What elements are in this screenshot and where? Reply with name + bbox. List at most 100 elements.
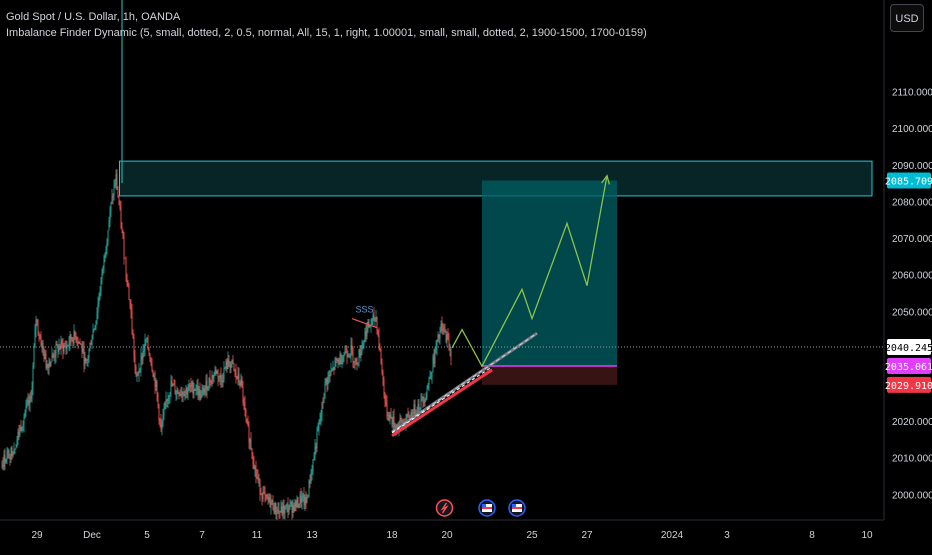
candle-body — [265, 495, 267, 497]
candle-body — [222, 379, 224, 383]
candle-body — [257, 477, 259, 480]
candle-body — [116, 174, 118, 190]
candle-body — [366, 327, 368, 337]
candle-body — [22, 425, 24, 428]
x-tick-label: 3 — [724, 530, 730, 541]
candle-body — [40, 336, 42, 346]
candle-body — [28, 400, 30, 405]
candle-body — [150, 360, 152, 364]
candle-body — [136, 374, 138, 376]
candle-body — [311, 471, 313, 474]
sss-line — [351, 318, 378, 329]
indicator-title[interactable]: Imbalance Finder Dynamic (5, small, dott… — [6, 27, 647, 39]
candle-body — [215, 369, 217, 374]
price-label-text: 2085.709 — [885, 177, 932, 188]
currency-button[interactable]: USD — [890, 4, 924, 32]
candle-body — [200, 394, 202, 400]
candle-body — [289, 503, 291, 509]
candle-body — [147, 337, 149, 350]
candle-body — [42, 342, 44, 349]
candle-body — [102, 267, 104, 270]
candle-body — [346, 352, 348, 357]
flash-icon — [435, 499, 454, 517]
candle-body — [377, 331, 379, 335]
candle-body — [426, 389, 428, 398]
candle-body — [443, 329, 445, 331]
candle-body — [344, 350, 346, 355]
candle-body — [181, 392, 183, 395]
candle-body — [1, 465, 3, 467]
candle-body — [29, 396, 31, 405]
price-label-bg — [887, 376, 931, 393]
candle-body — [384, 395, 386, 401]
candle-body — [225, 360, 227, 369]
candle-body — [173, 384, 175, 386]
candle-body — [420, 397, 422, 409]
candle-body — [95, 320, 97, 328]
candle-body — [313, 456, 315, 459]
candle-body — [30, 396, 32, 399]
candle-body — [18, 432, 20, 435]
flag-stripe — [482, 507, 492, 509]
candle-body — [421, 396, 423, 398]
candle-body — [109, 209, 111, 222]
trendline-red — [391, 368, 493, 438]
candle-body — [190, 385, 192, 387]
candle-body — [195, 389, 197, 391]
candle-body — [142, 351, 144, 360]
candle-body — [182, 392, 184, 395]
candle-body — [322, 402, 324, 404]
candle-body — [338, 360, 340, 364]
candle-body — [229, 365, 231, 368]
candle-body — [393, 416, 395, 428]
candle-body — [449, 350, 451, 352]
candle-body — [261, 494, 263, 500]
candle-body — [350, 345, 352, 355]
candle-body — [312, 458, 314, 472]
candle-body — [226, 360, 228, 369]
candle-body — [54, 355, 56, 358]
candle-body — [39, 334, 41, 337]
candle-body — [80, 344, 82, 346]
candle-body — [360, 352, 362, 356]
candle-body — [378, 334, 380, 347]
candle-body — [193, 389, 195, 394]
candle-body — [59, 346, 61, 349]
candle-body — [447, 334, 449, 339]
candle-body — [317, 428, 319, 432]
candle-body — [157, 394, 159, 405]
candle-body — [185, 388, 187, 392]
candle-body — [331, 369, 333, 372]
candle-body — [139, 370, 141, 372]
candle-body — [153, 375, 155, 377]
candle-body — [212, 375, 214, 378]
candle-body — [448, 338, 450, 351]
candle-body — [69, 334, 71, 344]
candle-body — [369, 325, 371, 328]
candle-body — [220, 375, 222, 381]
candle-body — [437, 334, 439, 341]
candle-body — [49, 361, 51, 366]
candle-body — [253, 463, 255, 470]
candle-body — [79, 342, 81, 345]
symbol-title[interactable]: Gold Spot / U.S. Dollar, 1h, OANDA — [6, 11, 181, 23]
candle-body — [149, 354, 151, 361]
candle-body — [299, 495, 301, 504]
price-label: 2040.245 — [885, 338, 932, 355]
candle-body — [424, 399, 426, 403]
candle-body — [98, 298, 100, 304]
candle-body — [314, 446, 316, 457]
candle-body — [132, 329, 134, 338]
candle-body — [82, 348, 84, 353]
candle-body — [122, 230, 124, 238]
candle-body — [47, 364, 49, 369]
candle-body — [169, 393, 171, 397]
trendline-red-dash — [391, 366, 493, 434]
candle-body — [358, 349, 360, 363]
candle-body — [110, 202, 112, 210]
candle-body — [89, 342, 91, 350]
candle-body — [33, 347, 35, 366]
candle-body — [247, 420, 249, 427]
